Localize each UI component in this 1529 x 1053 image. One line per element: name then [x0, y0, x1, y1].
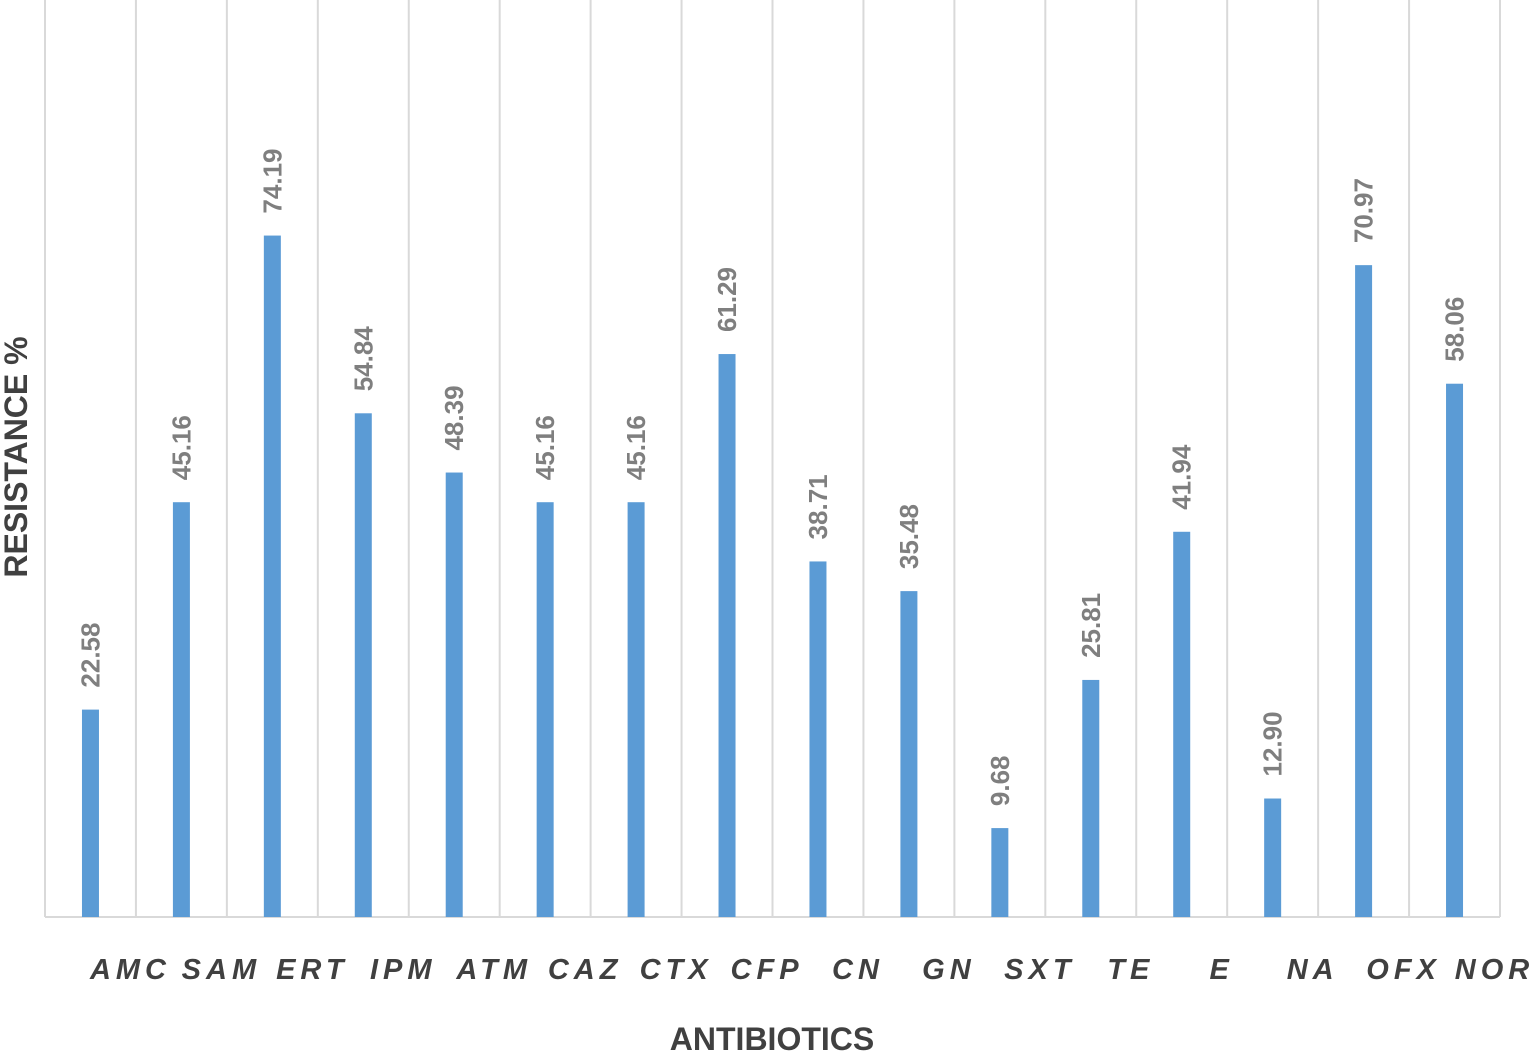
tick-label-nor: NOR	[1455, 954, 1529, 986]
bar-atm	[445, 472, 463, 917]
data-label-ipm: 54.84	[348, 326, 378, 392]
data-label-caz: 45.16	[530, 415, 560, 480]
bar-cn	[809, 561, 827, 917]
bars	[81, 235, 1464, 918]
bar-sxt	[991, 828, 1009, 917]
bar-ofx	[1355, 265, 1373, 917]
tick-label-sxt: SXT	[1004, 954, 1075, 986]
x-axis-title: ANTIBIOTICS	[670, 1021, 874, 1053]
data-label-te: 25.81	[1076, 593, 1106, 658]
bar-gn	[900, 591, 918, 917]
bar-sam	[172, 502, 190, 917]
bar-caz	[536, 502, 554, 917]
data-label-na: 12.90	[1258, 711, 1288, 776]
data-label-gn: 35.48	[894, 504, 924, 569]
data-label-amc: 22.58	[75, 623, 105, 688]
bar-na	[1264, 798, 1282, 917]
tick-label-atm: ATM	[455, 954, 532, 986]
bar-ipm	[354, 413, 372, 917]
tick-label-ctx: CTX	[640, 954, 713, 986]
data-label-ofx: 70.97	[1349, 178, 1379, 243]
data-label-sxt: 9.68	[985, 755, 1015, 806]
bar-ert	[263, 235, 281, 918]
tick-label-amc: AMC	[89, 954, 171, 986]
bar-cfp	[718, 354, 736, 917]
tick-label-cn: CN	[832, 954, 884, 986]
y-axis-title: RESISTANCE %	[0, 336, 34, 577]
data-label-cn: 38.71	[803, 474, 833, 539]
tick-label-cfp: CFP	[731, 954, 804, 986]
bar-nor	[1446, 383, 1464, 918]
data-label-e: 41.94	[1167, 444, 1197, 510]
data-label-cfp: 61.29	[712, 267, 742, 332]
x-tick-labels: AMC SAM ERT IPM ATM CAZ CTX CFP CN GN SXT TE E NA OFX N…	[89, 954, 1529, 986]
data-label-atm: 48.39	[439, 385, 469, 450]
data-label-nor: 58.06	[1440, 297, 1470, 362]
bar-ctx	[627, 502, 645, 917]
tick-label-e: E	[1210, 954, 1234, 986]
data-label-ctx: 45.16	[621, 415, 651, 480]
gridlines	[44, 0, 1501, 918]
tick-label-caz: CAZ	[548, 954, 623, 986]
tick-label-te: TE	[1107, 954, 1154, 986]
tick-label-ert: ERT	[276, 954, 348, 986]
tick-label-ipm: IPM	[370, 954, 437, 986]
data-label-sam: 45.16	[166, 415, 196, 480]
bar-te	[1082, 679, 1100, 917]
tick-label-na: NA	[1287, 954, 1339, 986]
tick-label-ofx: OFX	[1366, 954, 1441, 986]
data-labels: 22.58 45.16 74.19 54.84 48.39 45.16 45.16 61.29…	[75, 148, 1469, 806]
bar-e	[1173, 531, 1191, 917]
bar-amc	[81, 709, 99, 917]
data-label-ert: 74.19	[257, 148, 287, 213]
tick-label-sam: SAM	[182, 954, 261, 986]
tick-label-gn: GN	[922, 954, 976, 986]
